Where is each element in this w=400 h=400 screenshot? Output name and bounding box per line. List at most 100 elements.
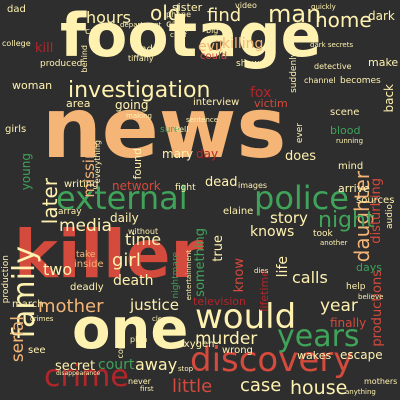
word-victim: victim [254, 97, 288, 110]
word-writing: writing [64, 179, 99, 190]
word-girl: girl [112, 250, 141, 271]
word-hours: hours [86, 8, 131, 27]
word-years: years [277, 319, 360, 354]
word-sentence: sentence [186, 116, 219, 124]
word-entertainment: entertainment [185, 250, 193, 301]
word-show: show [236, 59, 260, 69]
word-back: back [382, 84, 396, 113]
word-ever: ever [295, 123, 305, 144]
word-first: first [140, 385, 154, 393]
word-finally: finally [330, 316, 367, 330]
word-phone: phone [166, 10, 192, 19]
word-deadly: deadly [70, 282, 104, 293]
word-home: home [315, 8, 372, 32]
word-house: house [290, 377, 348, 399]
word-external: external [56, 179, 188, 217]
word-footage: footage [60, 1, 322, 71]
word-something: something [193, 228, 208, 297]
word-daily: daily [110, 211, 139, 225]
word-court: court [98, 357, 135, 373]
word-network: network [112, 179, 161, 193]
word-suddenly: suddenly [289, 52, 299, 93]
word-old: old [150, 1, 181, 25]
word-fight: fight [175, 183, 196, 193]
word-behind: behind [80, 45, 89, 73]
word-another: another [320, 239, 348, 247]
word-find: find [207, 5, 242, 26]
word-killing: killing [222, 36, 264, 52]
word-later: later [38, 178, 62, 225]
word-chief: chief [170, 31, 188, 39]
word-media: media [59, 216, 112, 236]
word-story: story [270, 209, 308, 227]
word-man: man [268, 0, 322, 28]
word-wrong: wrong [222, 345, 253, 356]
word-wakes: wakes [297, 349, 332, 362]
word-believe: believe [358, 293, 384, 301]
word-mary: mary [162, 147, 194, 161]
word-does: does [285, 149, 316, 164]
word-take: take [76, 250, 96, 260]
word-mother: mother [38, 296, 104, 317]
word-fox: fox [250, 85, 272, 101]
word-calls: calls [292, 268, 328, 287]
word-area: area [66, 97, 91, 110]
word-kill: kill [35, 41, 54, 56]
word-crime: crime [44, 359, 129, 394]
word-becomes: becomes [340, 76, 381, 86]
word-video: video [235, 1, 257, 10]
word-life: life [275, 256, 291, 278]
word-knows: knows [250, 224, 295, 240]
word-discovery: discovery [190, 340, 354, 380]
word-two: two [43, 260, 73, 279]
word-cops: cops [116, 340, 125, 359]
word-sister: sister [172, 1, 203, 14]
word-serial: serial [8, 316, 28, 363]
word-secret: secret [55, 359, 96, 374]
word-without: without [128, 227, 159, 236]
word-year: year [320, 296, 358, 316]
word-stop: stop [178, 365, 194, 373]
word-help: help [346, 282, 366, 292]
word-tiffany: tiffany [128, 54, 154, 63]
word-quickly: quickly [311, 3, 336, 11]
word-never: never [128, 377, 151, 386]
word-would: would [195, 297, 297, 337]
word-tell: tell [176, 125, 189, 134]
word-police: police [254, 179, 349, 217]
word-evil: evil [198, 39, 223, 55]
word-justice: justice [130, 296, 180, 314]
word-girls: girls [5, 124, 27, 135]
word-make: make [368, 56, 399, 69]
word-car: car [166, 19, 182, 30]
word-scene: scene [330, 107, 360, 118]
word-woman: woman [12, 79, 53, 92]
word-true: true [211, 235, 226, 262]
word-audio: audio [385, 204, 395, 229]
word-television: television [193, 295, 246, 308]
word-death: death [113, 273, 154, 289]
word-production: production [1, 255, 11, 304]
word-disappearance: disappearance [56, 370, 101, 377]
word-found: found [131, 148, 144, 180]
word-dies: dies [254, 267, 269, 275]
word-anything: anything [345, 388, 376, 396]
word-end: end [134, 44, 153, 55]
word-clear: clear [152, 315, 170, 323]
word-detective: detective [314, 62, 352, 71]
word-time: time [125, 230, 162, 249]
word-escape: escape [340, 348, 383, 362]
word-dead: dead [205, 175, 238, 190]
word-channel: channel [304, 76, 336, 85]
word-took: took [313, 229, 333, 239]
word-investigation: investigation [68, 78, 211, 103]
word-days: days [356, 261, 382, 274]
word-night: night [318, 208, 375, 233]
word-know: know [232, 258, 247, 293]
word-young: young [19, 153, 33, 191]
word-inside: inside [74, 259, 104, 270]
word-college: college [2, 39, 31, 48]
word-everything: everything [93, 140, 102, 184]
word-department: department [120, 21, 162, 29]
